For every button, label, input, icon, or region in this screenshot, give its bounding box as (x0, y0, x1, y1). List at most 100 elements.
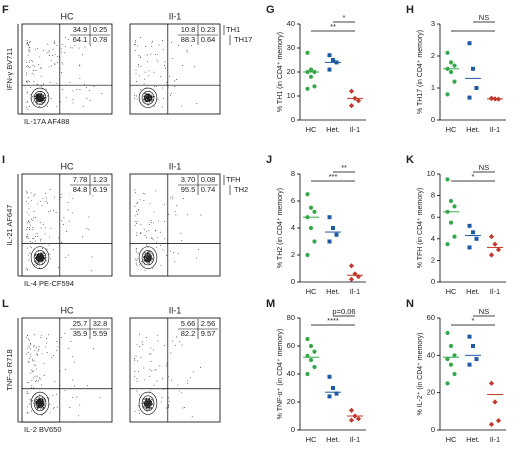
event-dot (32, 360, 34, 362)
contour (141, 249, 155, 266)
significance-label: NS (479, 307, 489, 316)
event-dot (34, 263, 36, 265)
event-dot (79, 65, 81, 67)
event-dot (152, 268, 154, 270)
event-dot (26, 222, 28, 224)
event-dot (35, 96, 36, 98)
event-dot (41, 334, 43, 336)
event-dot (138, 55, 140, 57)
event-dot (82, 105, 84, 107)
event-dot (29, 252, 31, 254)
data-point (348, 276, 355, 282)
event-dot (93, 348, 94, 350)
event-dot (54, 40, 55, 42)
event-dot (150, 347, 152, 349)
event-dot (35, 381, 37, 383)
y-tick-label: 0 (431, 425, 435, 434)
event-dot (146, 96, 148, 98)
event-dot (160, 401, 162, 403)
event-dot (40, 254, 42, 256)
event-dot (35, 398, 37, 400)
event-dot (175, 214, 177, 216)
event-dot (36, 398, 38, 400)
event-dot (99, 396, 101, 398)
data-point (327, 394, 332, 399)
event-dot (143, 83, 145, 85)
plot-title: HC (61, 305, 74, 315)
event-dot (44, 258, 46, 260)
event-dot (56, 62, 58, 64)
data-point (312, 364, 317, 370)
quadrant-value: 6.19 (93, 185, 108, 194)
event-dot (141, 341, 143, 343)
event-dot (34, 334, 36, 336)
event-dot (55, 393, 57, 395)
y-tick-label: 10 (427, 169, 435, 178)
event-dot (50, 98, 52, 100)
data-point (334, 391, 339, 396)
event-dot (51, 65, 53, 67)
event-dot (149, 259, 151, 261)
event-dot (37, 203, 39, 205)
event-dot (61, 44, 63, 46)
event-dot (35, 405, 37, 407)
event-dot (146, 61, 148, 63)
event-dot (31, 410, 32, 412)
quadrant-value: 0.74 (201, 185, 216, 194)
event-dot (41, 251, 43, 253)
event-dot (151, 221, 153, 223)
event-dot (38, 405, 40, 407)
data-point (348, 263, 355, 269)
event-dot (149, 96, 151, 98)
event-dot (46, 248, 48, 250)
event-dot (149, 95, 150, 97)
data-point (308, 343, 314, 349)
event-dot (147, 401, 149, 403)
event-dot (144, 252, 146, 254)
event-dot (37, 101, 39, 103)
event-dot (33, 81, 35, 82)
event-dot (32, 226, 34, 228)
event-dot (37, 350, 39, 352)
event-dot (146, 231, 148, 233)
event-dot (74, 385, 75, 387)
event-dot (186, 49, 188, 51)
significance-label: NS (479, 13, 489, 22)
event-dot (150, 220, 152, 222)
event-dot (41, 255, 43, 257)
event-dot (146, 94, 148, 96)
event-dot (146, 406, 148, 407)
event-dot (28, 214, 30, 216)
event-dot (36, 375, 38, 377)
x-axis-label: IL-17A AF488 (24, 117, 69, 126)
event-dot (27, 335, 28, 336)
event-dot (164, 67, 166, 69)
quadrant-value: 2.56 (201, 319, 216, 328)
event-dot (45, 197, 47, 199)
event-dot (182, 65, 184, 66)
event-dot (134, 220, 136, 222)
event-dot (39, 103, 41, 105)
event-dot (144, 71, 146, 73)
contour (36, 253, 44, 263)
panel-letter: J (266, 154, 272, 166)
event-dot (33, 195, 35, 197)
event-dot (53, 196, 55, 198)
quadrant-value: 0.25 (93, 25, 108, 34)
event-dot (181, 344, 183, 346)
x-axis-label: IL-4 PE-CF594 (24, 279, 74, 288)
event-dot (166, 365, 167, 367)
event-dot (148, 353, 150, 355)
y-axis-label: % TH17 (in CD4⁺ memory) (417, 30, 424, 114)
event-dot (43, 404, 45, 406)
event-dot (34, 349, 36, 351)
event-dot (41, 353, 43, 355)
quadrant-value: 25.7 (73, 319, 88, 328)
y-tick-label: 2 (431, 255, 435, 264)
data-point (331, 386, 335, 390)
event-dot (46, 105, 48, 107)
event-dot (42, 253, 44, 255)
data-point (474, 86, 479, 90)
gate-label: TH2 (234, 185, 248, 194)
event-dot (26, 65, 28, 67)
